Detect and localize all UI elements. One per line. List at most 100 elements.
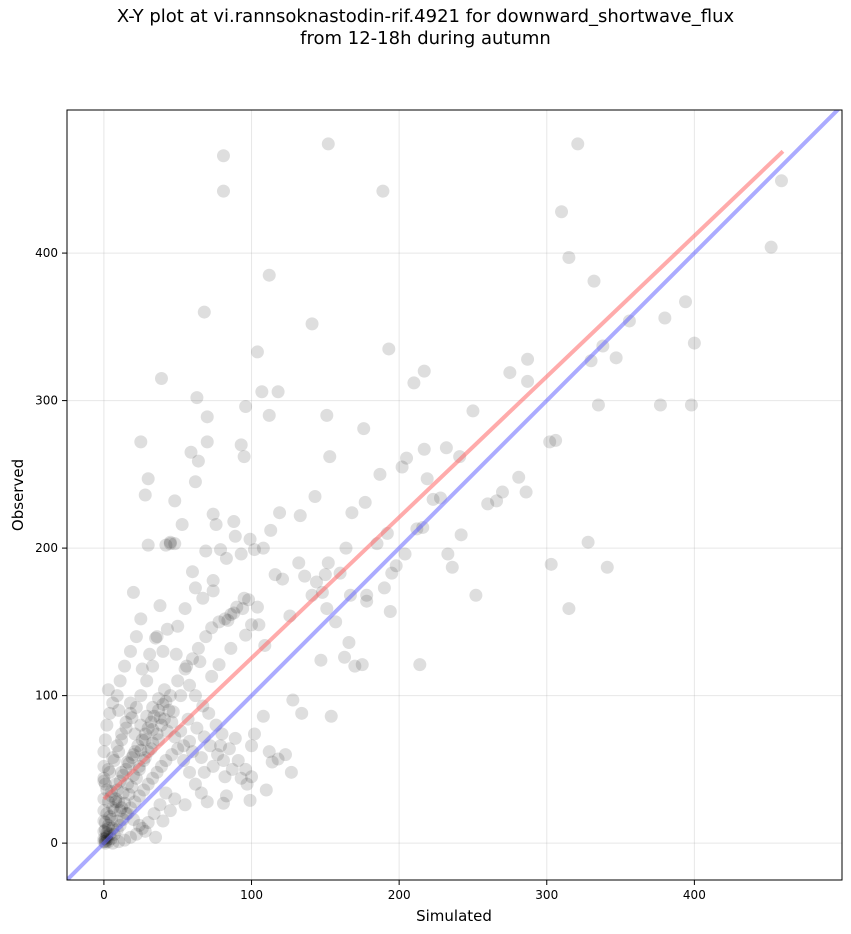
- data-point: [166, 705, 180, 719]
- chart-title: X-Y plot at vi.rannsoknastodin-rif.4921 …: [0, 6, 851, 50]
- data-point: [112, 703, 126, 717]
- data-point: [200, 795, 214, 809]
- data-point: [115, 765, 129, 779]
- data-point: [100, 807, 114, 821]
- data-point: [252, 618, 266, 632]
- data-point: [141, 472, 155, 486]
- data-point: [152, 692, 166, 706]
- data-point: [237, 591, 251, 605]
- data-point: [395, 460, 409, 474]
- data-point: [154, 371, 168, 385]
- data-point: [126, 585, 140, 599]
- data-point: [314, 653, 328, 667]
- data-point: [256, 541, 270, 555]
- data-point: [106, 751, 120, 765]
- data-point: [426, 492, 440, 506]
- data-point: [185, 745, 199, 759]
- data-point: [684, 398, 698, 412]
- data-point: [382, 342, 396, 356]
- data-point: [250, 600, 264, 614]
- data-point: [255, 385, 269, 399]
- data-point: [122, 756, 136, 770]
- data-point: [156, 644, 170, 658]
- data-point: [101, 818, 115, 832]
- data-point: [373, 467, 387, 481]
- data-point: [234, 771, 248, 785]
- data-point: [165, 715, 179, 729]
- data-point: [184, 445, 198, 459]
- data-point: [150, 765, 164, 779]
- data-point: [171, 742, 185, 756]
- data-point: [188, 777, 202, 791]
- data-point: [383, 605, 397, 619]
- data-point: [163, 535, 177, 549]
- data-point: [609, 351, 623, 365]
- data-point: [271, 752, 285, 766]
- data-point: [329, 615, 343, 629]
- data-point: [149, 631, 163, 645]
- data-point: [216, 754, 230, 768]
- data-point: [292, 556, 306, 570]
- data-point: [112, 795, 126, 809]
- data-point: [100, 830, 114, 844]
- data-point: [214, 543, 228, 557]
- data-point: [138, 733, 152, 747]
- data-point: [135, 821, 149, 835]
- data-point: [774, 174, 788, 188]
- y-axis-label: Observed: [9, 459, 27, 531]
- data-point: [140, 674, 154, 688]
- data-point: [180, 659, 194, 673]
- data-point: [126, 748, 140, 762]
- data-point: [562, 251, 576, 265]
- data-point: [298, 569, 312, 583]
- data-point: [177, 739, 191, 753]
- data-point: [320, 408, 334, 422]
- data-point: [128, 727, 142, 741]
- x-axis-ticks: 0 100 200 300 400: [100, 880, 706, 902]
- data-point: [214, 739, 228, 753]
- data-point: [147, 807, 161, 821]
- data-point: [109, 792, 123, 806]
- data-point: [256, 709, 270, 723]
- data-point: [153, 599, 167, 613]
- data-point: [320, 602, 334, 616]
- data-point: [205, 621, 219, 635]
- data-point: [157, 683, 171, 697]
- data-point: [247, 727, 261, 741]
- data-point: [543, 435, 557, 449]
- data-point: [295, 706, 309, 720]
- data-point: [115, 801, 129, 815]
- data-point: [268, 568, 282, 582]
- data-point: [345, 506, 359, 520]
- data-point: [228, 529, 242, 543]
- data-point: [98, 832, 112, 846]
- data-point: [417, 364, 431, 378]
- data-point: [123, 830, 137, 844]
- data-point: [101, 821, 115, 835]
- y-tick-label: 300: [35, 394, 58, 408]
- data-point: [162, 703, 176, 717]
- data-point: [168, 537, 182, 551]
- data-point: [119, 715, 133, 729]
- data-point: [271, 385, 285, 399]
- data-point: [202, 706, 216, 720]
- data-point: [107, 804, 121, 818]
- data-point: [245, 739, 259, 753]
- data-point: [128, 745, 142, 759]
- data-point: [243, 532, 257, 546]
- data-point: [140, 709, 154, 723]
- data-point: [98, 777, 112, 791]
- data-point: [97, 774, 111, 788]
- data-point: [159, 786, 173, 800]
- data-point: [118, 833, 132, 847]
- data-point: [144, 715, 158, 729]
- data-point: [549, 433, 563, 447]
- data-point: [149, 830, 163, 844]
- data-point: [135, 662, 149, 676]
- data-point: [168, 494, 182, 508]
- data-point: [97, 745, 111, 759]
- data-point: [454, 528, 468, 542]
- data-point: [138, 727, 152, 741]
- data-point: [134, 689, 148, 703]
- data-point: [355, 658, 369, 672]
